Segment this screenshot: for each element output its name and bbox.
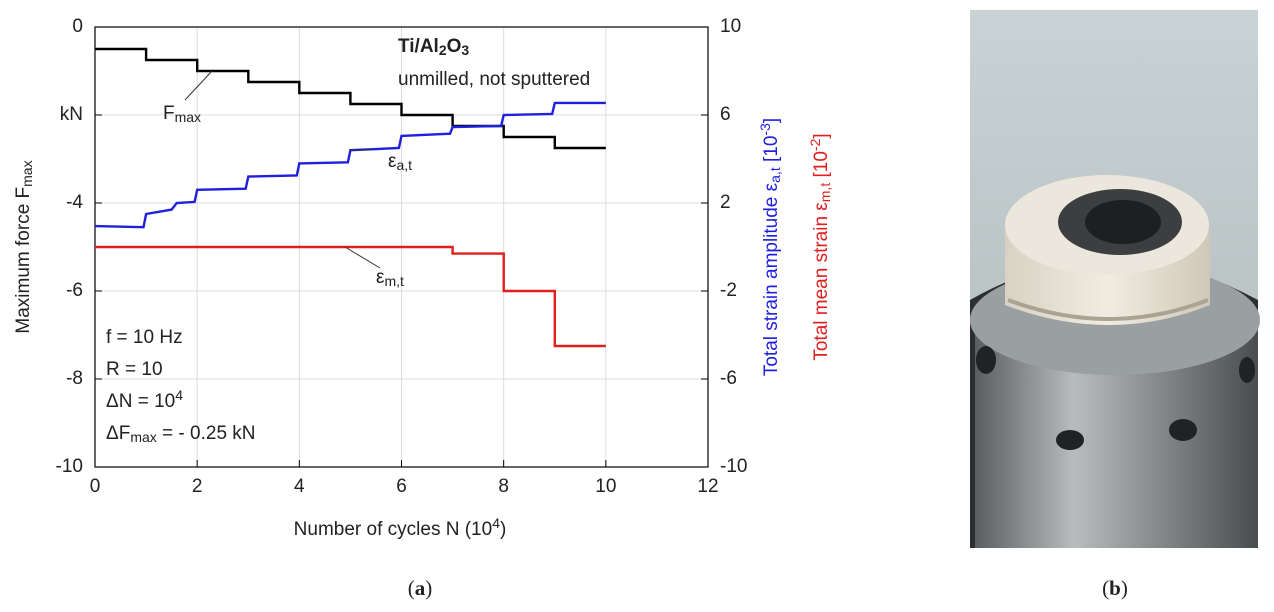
y2-axis-label-part: m,t	[817, 183, 833, 203]
x-axis-label-part: Number of cycles N (10	[294, 519, 493, 540]
y2-tick-label: 6	[720, 104, 731, 125]
parameter-text-part: 4	[175, 387, 183, 403]
parameter-text: ΔN = 104	[106, 387, 183, 412]
annotation-part: ε	[376, 267, 385, 288]
caption-part: (	[408, 576, 415, 600]
parameter-text-part: f = 10 Hz	[106, 327, 183, 348]
annotation-part: F	[163, 103, 175, 124]
y-axis-label-part: max	[19, 160, 35, 186]
y-tick-label: -6	[66, 280, 83, 301]
series-line	[94, 101, 606, 229]
x-axis-label: Number of cycles N (104)	[294, 515, 507, 540]
y-tick-label: -8	[66, 368, 83, 389]
y-tick-label: -10	[56, 456, 83, 477]
y2-tick-label: 2	[720, 192, 731, 213]
x-axis-label-part: 4	[492, 515, 500, 531]
annotation: Fmax	[163, 103, 201, 125]
parameter-text-part: ΔN = 10	[106, 391, 175, 412]
y2-axis-label-part: ]	[811, 133, 832, 138]
caption-part: (	[1102, 576, 1109, 600]
parameter-text: f = 10 Hz	[106, 327, 183, 348]
annotation: εm,t	[376, 267, 404, 289]
leader-line	[344, 246, 381, 269]
y-tick-label: 0	[72, 16, 83, 37]
annotation-part: m,t	[384, 273, 404, 289]
y-axis-label: Maximum force Fmax	[13, 160, 35, 333]
y2-tick-label: -10	[720, 456, 747, 477]
y2-axis-label-part: -2	[807, 138, 823, 151]
x-axis-label-part: )	[500, 519, 506, 540]
x-tick-label: 4	[294, 476, 305, 497]
y2-axis-label-part: [10	[811, 151, 832, 183]
y-tick-label: -4	[66, 192, 83, 213]
series-line	[95, 47, 606, 150]
parameter-text: R = 10	[106, 359, 163, 380]
chart-title: Ti/Al2O3	[398, 36, 469, 58]
chart-title-part: Ti/Al	[398, 36, 439, 57]
y-tick-label: kN	[60, 104, 83, 125]
y-axis-label-part: Maximum force F	[13, 187, 34, 334]
annotation-part: max	[175, 109, 201, 125]
y2-axis-label-part: Total mean strain ε	[811, 202, 832, 361]
y2-axis-label-part: [10	[761, 136, 782, 168]
parameter-text-part: R = 10	[106, 359, 163, 380]
caption-part: b	[1109, 576, 1121, 600]
y2-axis-label-part: -3	[757, 123, 773, 136]
x-tick-label: 2	[192, 476, 203, 497]
y2-axis-label-part: ]	[761, 118, 782, 123]
chart-title-part: O	[447, 36, 462, 57]
leader-line	[184, 70, 213, 101]
y2-tick-label: 10	[720, 16, 741, 37]
caption-part: )	[1121, 576, 1128, 600]
parameter-text: ΔFmax = - 0.25 kN	[106, 423, 256, 445]
chart-title-part: 2	[439, 42, 447, 58]
y2-tick-label: -2	[720, 280, 737, 301]
annotation-part: ε	[388, 151, 397, 172]
x-tick-label: 10	[595, 476, 616, 497]
caption-part: a	[415, 576, 426, 600]
caption-part: )	[425, 576, 432, 600]
chart-title-part: 3	[461, 42, 469, 58]
caption: (b)	[1102, 576, 1128, 600]
parameter-text-part: max	[130, 429, 156, 445]
y2-tick-label: -6	[720, 368, 737, 389]
annotation: εa,t	[388, 151, 412, 173]
x-tick-label: 0	[90, 476, 101, 497]
y2-axis-label-part: Total strain amplitude ε	[761, 182, 782, 376]
x-tick-label: 8	[498, 476, 509, 497]
x-tick-label: 6	[396, 476, 407, 497]
annotation-part: a,t	[396, 157, 412, 173]
y2-axis-label: Total mean strain εm,t [10-2]	[807, 133, 833, 360]
parameter-text-part: = - 0.25 kN	[157, 423, 256, 444]
photo	[970, 10, 1260, 548]
series-line	[95, 245, 606, 348]
y2-axis-label: Total strain amplitude εa,t [10-3]	[757, 118, 783, 376]
parameter-text-part: ΔF	[106, 423, 130, 444]
caption: (a)	[408, 576, 433, 600]
chart-subtitle: unmilled, not sputtered	[398, 69, 590, 90]
y2-axis-label-part: a,t	[767, 167, 783, 183]
x-tick-label: 12	[697, 476, 718, 497]
